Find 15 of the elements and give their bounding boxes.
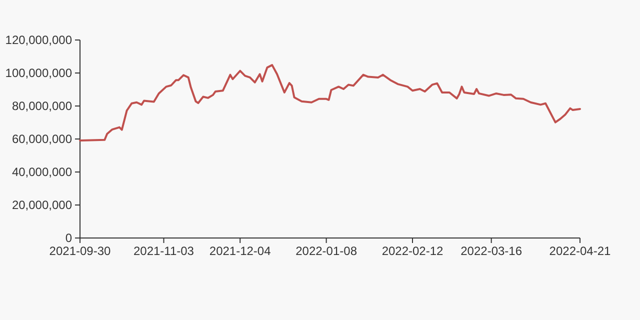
x-tick-label: 2022-04-21 — [549, 244, 612, 258]
y-tick-label: 20,000,000 — [12, 198, 72, 212]
x-tick-label: 2021-09-30 — [49, 244, 112, 258]
y-tick-label: 60,000,000 — [12, 132, 72, 146]
x-tick-label: 2021-12-04 — [209, 244, 272, 258]
line-series — [79, 64, 581, 142]
x-tick-label: 2022-03-16 — [460, 244, 522, 258]
x-tick-label: 2022-02-12 — [382, 244, 444, 258]
x-tick-label: 2022-01-08 — [296, 244, 358, 258]
y-tick-label: 120,000,000 — [5, 33, 72, 48]
x-tick-label: 2021-11-03 — [133, 244, 194, 258]
y-tick-label: 0 — [65, 231, 72, 246]
y-tick-label: 80,000,000 — [12, 99, 72, 114]
y-tick-label: 100,000,000 — [5, 66, 72, 80]
y-tick-label: 40,000,000 — [12, 165, 72, 180]
